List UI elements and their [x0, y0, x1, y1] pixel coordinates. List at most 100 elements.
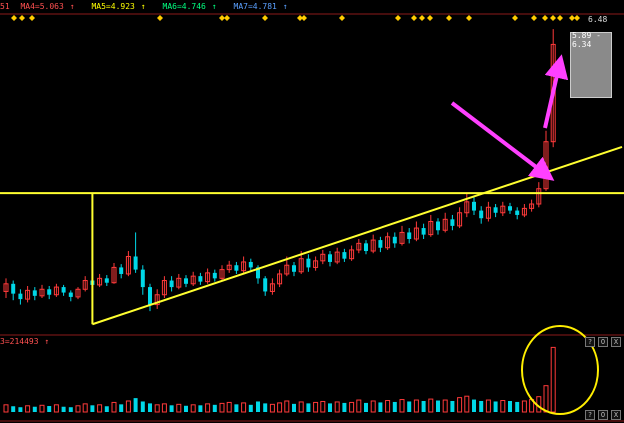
volume-bar-up	[39, 404, 45, 413]
ma4-label: MA4=5.063	[20, 2, 64, 11]
volume-bar-down	[472, 399, 476, 412]
close-button-lower[interactable]: X	[611, 410, 621, 420]
candle-body-up	[205, 272, 211, 283]
event-dot-marker	[569, 15, 575, 21]
candle-body-down	[184, 278, 188, 284]
up-arrow-icon: ↑	[140, 2, 146, 11]
volume-bar-up	[82, 403, 88, 413]
volume-bar-down	[407, 401, 412, 412]
help-button[interactable]: ?	[585, 337, 595, 347]
candle-body-down	[18, 293, 23, 300]
candle-body-up	[385, 236, 391, 249]
candle-body-down	[248, 261, 253, 268]
candle-body-up	[284, 264, 290, 275]
volume-bar-up	[356, 399, 362, 413]
up-arrow-icon: ↑	[69, 2, 75, 11]
help-button-lower[interactable]: ?	[585, 410, 595, 420]
volume-bar-up	[241, 402, 247, 413]
event-dot-marker	[550, 15, 556, 21]
volume-bar-up	[125, 400, 131, 413]
candle-body-up	[3, 283, 9, 292]
event-dot-marker	[446, 15, 452, 21]
options-button-lower[interactable]: O	[598, 410, 608, 420]
candle-body-down	[508, 206, 512, 211]
ma7-indicator: MA7=4.781 ↑	[234, 2, 294, 11]
candle-body-up	[464, 201, 470, 214]
volume-bar-down	[342, 402, 347, 412]
event-dot-marker	[574, 15, 580, 21]
up-arrow-icon: ↑	[44, 337, 50, 346]
event-dot-marker	[427, 15, 433, 21]
event-dot-marker	[419, 15, 425, 21]
event-dot-marker	[512, 15, 518, 21]
volume-bar-down	[212, 404, 217, 412]
volume-bar-up	[154, 404, 160, 413]
high-price-label: 6.48	[588, 15, 608, 24]
candle-body-down	[306, 258, 311, 268]
candle-body-down	[436, 221, 440, 231]
volume-bar-down	[328, 403, 332, 412]
volume-bar-up	[219, 402, 225, 413]
volume-bar-down	[68, 407, 73, 412]
volume-bar-up	[190, 404, 196, 413]
header-left-fragment: 51	[0, 2, 10, 11]
volume-bar-down	[234, 404, 239, 412]
volume-bar-down	[119, 404, 124, 412]
candle-body-up	[176, 277, 182, 288]
candle-body-down	[32, 290, 37, 296]
volume-bar-down	[248, 404, 253, 412]
candle-body-up	[536, 188, 542, 205]
volume-bar-up	[284, 400, 290, 413]
candle-body-down	[450, 219, 455, 226]
options-button[interactable]: O	[598, 337, 608, 347]
volume-bar-up	[550, 346, 556, 413]
candle-body-down	[133, 256, 138, 270]
volume-bar-down	[184, 405, 188, 412]
volume-bar-up	[97, 404, 103, 413]
candle-body-up	[485, 206, 491, 219]
candle-body-up	[413, 227, 419, 240]
event-dot-marker	[157, 15, 163, 21]
candle-body-down	[421, 228, 426, 235]
candle-body-down	[119, 267, 124, 274]
volume-bar-down	[47, 406, 52, 412]
volume-bar-up	[320, 400, 326, 413]
event-dot-marker	[339, 15, 345, 21]
close-button[interactable]: X	[611, 337, 621, 347]
volume-bar-up	[442, 399, 448, 413]
ma4-indicator: MA4=5.063 ↑	[20, 2, 80, 11]
candle-body-down	[407, 232, 412, 239]
candle-body-up	[529, 203, 535, 209]
volume-bar-up	[277, 402, 283, 413]
volume-bar-down	[18, 407, 23, 412]
candle-body-up	[39, 288, 45, 297]
volume-bar-down	[148, 403, 152, 412]
candle-body-down	[515, 210, 520, 215]
ma6-indicator: MA6=4.746 ↑	[163, 2, 223, 11]
candle-body-down	[104, 278, 109, 283]
candle-body-down	[61, 287, 66, 293]
candle-body-down	[378, 240, 383, 248]
candle-body-down	[364, 243, 368, 252]
candle-body-up	[399, 231, 405, 244]
candle-body-down	[256, 267, 260, 279]
volume-bar-up	[521, 400, 527, 413]
candle-body-up	[500, 205, 506, 214]
volume-highlight-circle	[521, 325, 599, 415]
candle-body-up	[356, 242, 362, 251]
candle-body-up	[53, 286, 59, 296]
volume-bar-up	[399, 399, 405, 413]
event-dot-marker	[301, 15, 307, 21]
candle-body-up	[320, 253, 326, 262]
volume-bar-up	[298, 401, 304, 413]
volume-header: 3=214493 ↑	[0, 337, 55, 349]
volume-bar-down	[140, 401, 145, 412]
event-dot-marker	[262, 15, 268, 21]
candle-body-up	[219, 269, 225, 279]
candle-body-up	[349, 249, 355, 260]
price-range-label: 5.89 - 6.34	[572, 31, 601, 49]
event-dot-marker	[411, 15, 417, 21]
volume-bar-up	[457, 397, 463, 413]
